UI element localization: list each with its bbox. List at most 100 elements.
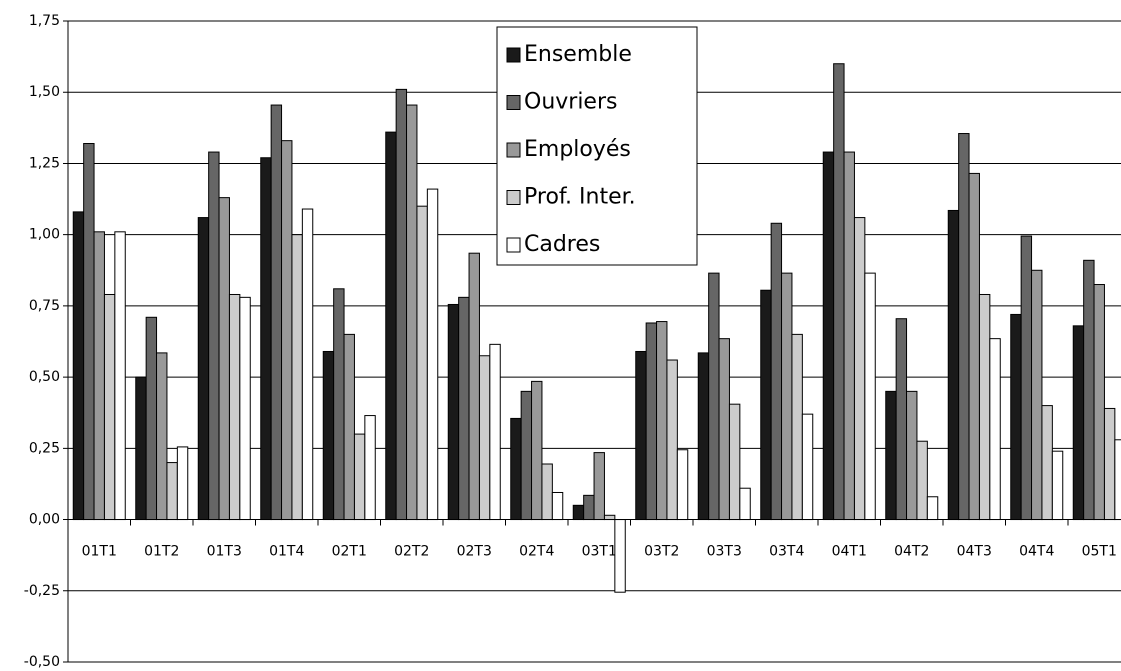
bar bbox=[989, 338, 1001, 521]
bar bbox=[270, 104, 283, 521]
bar bbox=[1093, 284, 1105, 521]
bar bbox=[593, 452, 605, 521]
bar bbox=[260, 157, 272, 521]
x-tick-label: 01T3 bbox=[207, 544, 242, 560]
y-tick-label: -0,50 bbox=[24, 654, 60, 670]
bar bbox=[385, 131, 397, 521]
bar bbox=[343, 333, 355, 521]
x-tick-label: 01T4 bbox=[269, 544, 304, 560]
x-tick-label: 02T3 bbox=[457, 544, 492, 560]
bar bbox=[1114, 439, 1121, 521]
bar bbox=[885, 390, 897, 521]
legend-label: Employés bbox=[524, 137, 631, 162]
bar bbox=[1103, 407, 1116, 521]
bar bbox=[791, 333, 803, 521]
bar bbox=[895, 318, 908, 521]
bar bbox=[1010, 313, 1022, 521]
bar bbox=[489, 343, 501, 521]
bar bbox=[781, 272, 793, 521]
bar bbox=[770, 222, 783, 521]
x-tick-label: 05T1 bbox=[1082, 544, 1117, 560]
bar bbox=[958, 133, 970, 521]
bar bbox=[208, 151, 220, 521]
bar bbox=[916, 440, 928, 521]
bar bbox=[739, 487, 751, 521]
x-tick-label: 01T1 bbox=[82, 544, 117, 560]
y-tick-label: 1,75 bbox=[29, 13, 60, 29]
bar bbox=[947, 209, 960, 521]
y-tick-label: 0,25 bbox=[29, 440, 60, 456]
bar bbox=[728, 403, 741, 521]
x-tick-label: 02T4 bbox=[519, 544, 554, 560]
bar bbox=[301, 208, 314, 521]
bar bbox=[1041, 405, 1053, 521]
legend-label: Cadres bbox=[524, 232, 600, 257]
x-tick-label: 01T2 bbox=[144, 544, 179, 560]
bar bbox=[531, 380, 543, 521]
bar bbox=[708, 272, 720, 521]
legend-swatch bbox=[506, 95, 521, 110]
bar bbox=[978, 293, 991, 521]
bar bbox=[364, 415, 376, 521]
bar bbox=[1083, 259, 1095, 521]
x-tick-label: 03T1 bbox=[582, 544, 617, 560]
bar bbox=[468, 252, 480, 521]
bar bbox=[718, 338, 730, 521]
legend-swatch bbox=[506, 47, 521, 63]
bar bbox=[541, 463, 553, 521]
bar bbox=[145, 316, 158, 521]
bar bbox=[614, 519, 626, 593]
bar bbox=[666, 359, 678, 521]
bar bbox=[72, 211, 85, 521]
bar bbox=[926, 496, 939, 521]
bar bbox=[135, 376, 147, 521]
x-tick-label: 03T4 bbox=[769, 544, 804, 560]
y-tick-label: 0,75 bbox=[29, 298, 60, 314]
y-tick-label: 1,25 bbox=[29, 155, 60, 171]
bar bbox=[197, 217, 210, 521]
bar bbox=[395, 88, 408, 521]
bar bbox=[906, 390, 918, 521]
bar bbox=[801, 413, 814, 521]
legend-swatch bbox=[506, 237, 521, 253]
bar bbox=[635, 350, 647, 521]
bar bbox=[114, 231, 126, 521]
bar bbox=[83, 143, 95, 521]
bar bbox=[1051, 450, 1064, 521]
bar bbox=[322, 350, 335, 521]
y-tick-label: -0,25 bbox=[24, 583, 60, 599]
bar bbox=[510, 417, 522, 521]
bar bbox=[156, 352, 168, 521]
legend-label: Ouvriers bbox=[524, 90, 617, 115]
bar bbox=[447, 303, 460, 521]
bar bbox=[166, 462, 178, 521]
x-tick-label: 04T4 bbox=[1019, 544, 1054, 560]
y-tick-label: 0,50 bbox=[29, 369, 60, 385]
bar bbox=[416, 205, 428, 521]
bar bbox=[93, 231, 105, 521]
bar bbox=[353, 433, 366, 521]
bar bbox=[968, 172, 980, 521]
bar bbox=[864, 272, 876, 521]
bar bbox=[645, 322, 658, 521]
x-tick-label: 04T3 bbox=[957, 544, 992, 560]
bar bbox=[760, 289, 772, 521]
x-tick-label: 04T2 bbox=[894, 544, 929, 560]
bar bbox=[218, 197, 230, 521]
x-tick-label: 02T2 bbox=[394, 544, 429, 560]
bar bbox=[458, 296, 470, 521]
legend-label: Prof. Inter. bbox=[524, 185, 636, 210]
bar bbox=[676, 449, 689, 521]
x-tick-label: 03T3 bbox=[707, 544, 742, 560]
bar bbox=[1020, 235, 1033, 521]
bar bbox=[853, 217, 866, 521]
bar bbox=[176, 446, 189, 521]
bar bbox=[656, 321, 668, 521]
bar bbox=[843, 151, 855, 521]
bar bbox=[697, 352, 710, 521]
bar bbox=[478, 355, 491, 521]
bar bbox=[1031, 269, 1043, 521]
bar bbox=[426, 188, 439, 521]
bar bbox=[281, 140, 293, 521]
bar bbox=[291, 234, 303, 521]
